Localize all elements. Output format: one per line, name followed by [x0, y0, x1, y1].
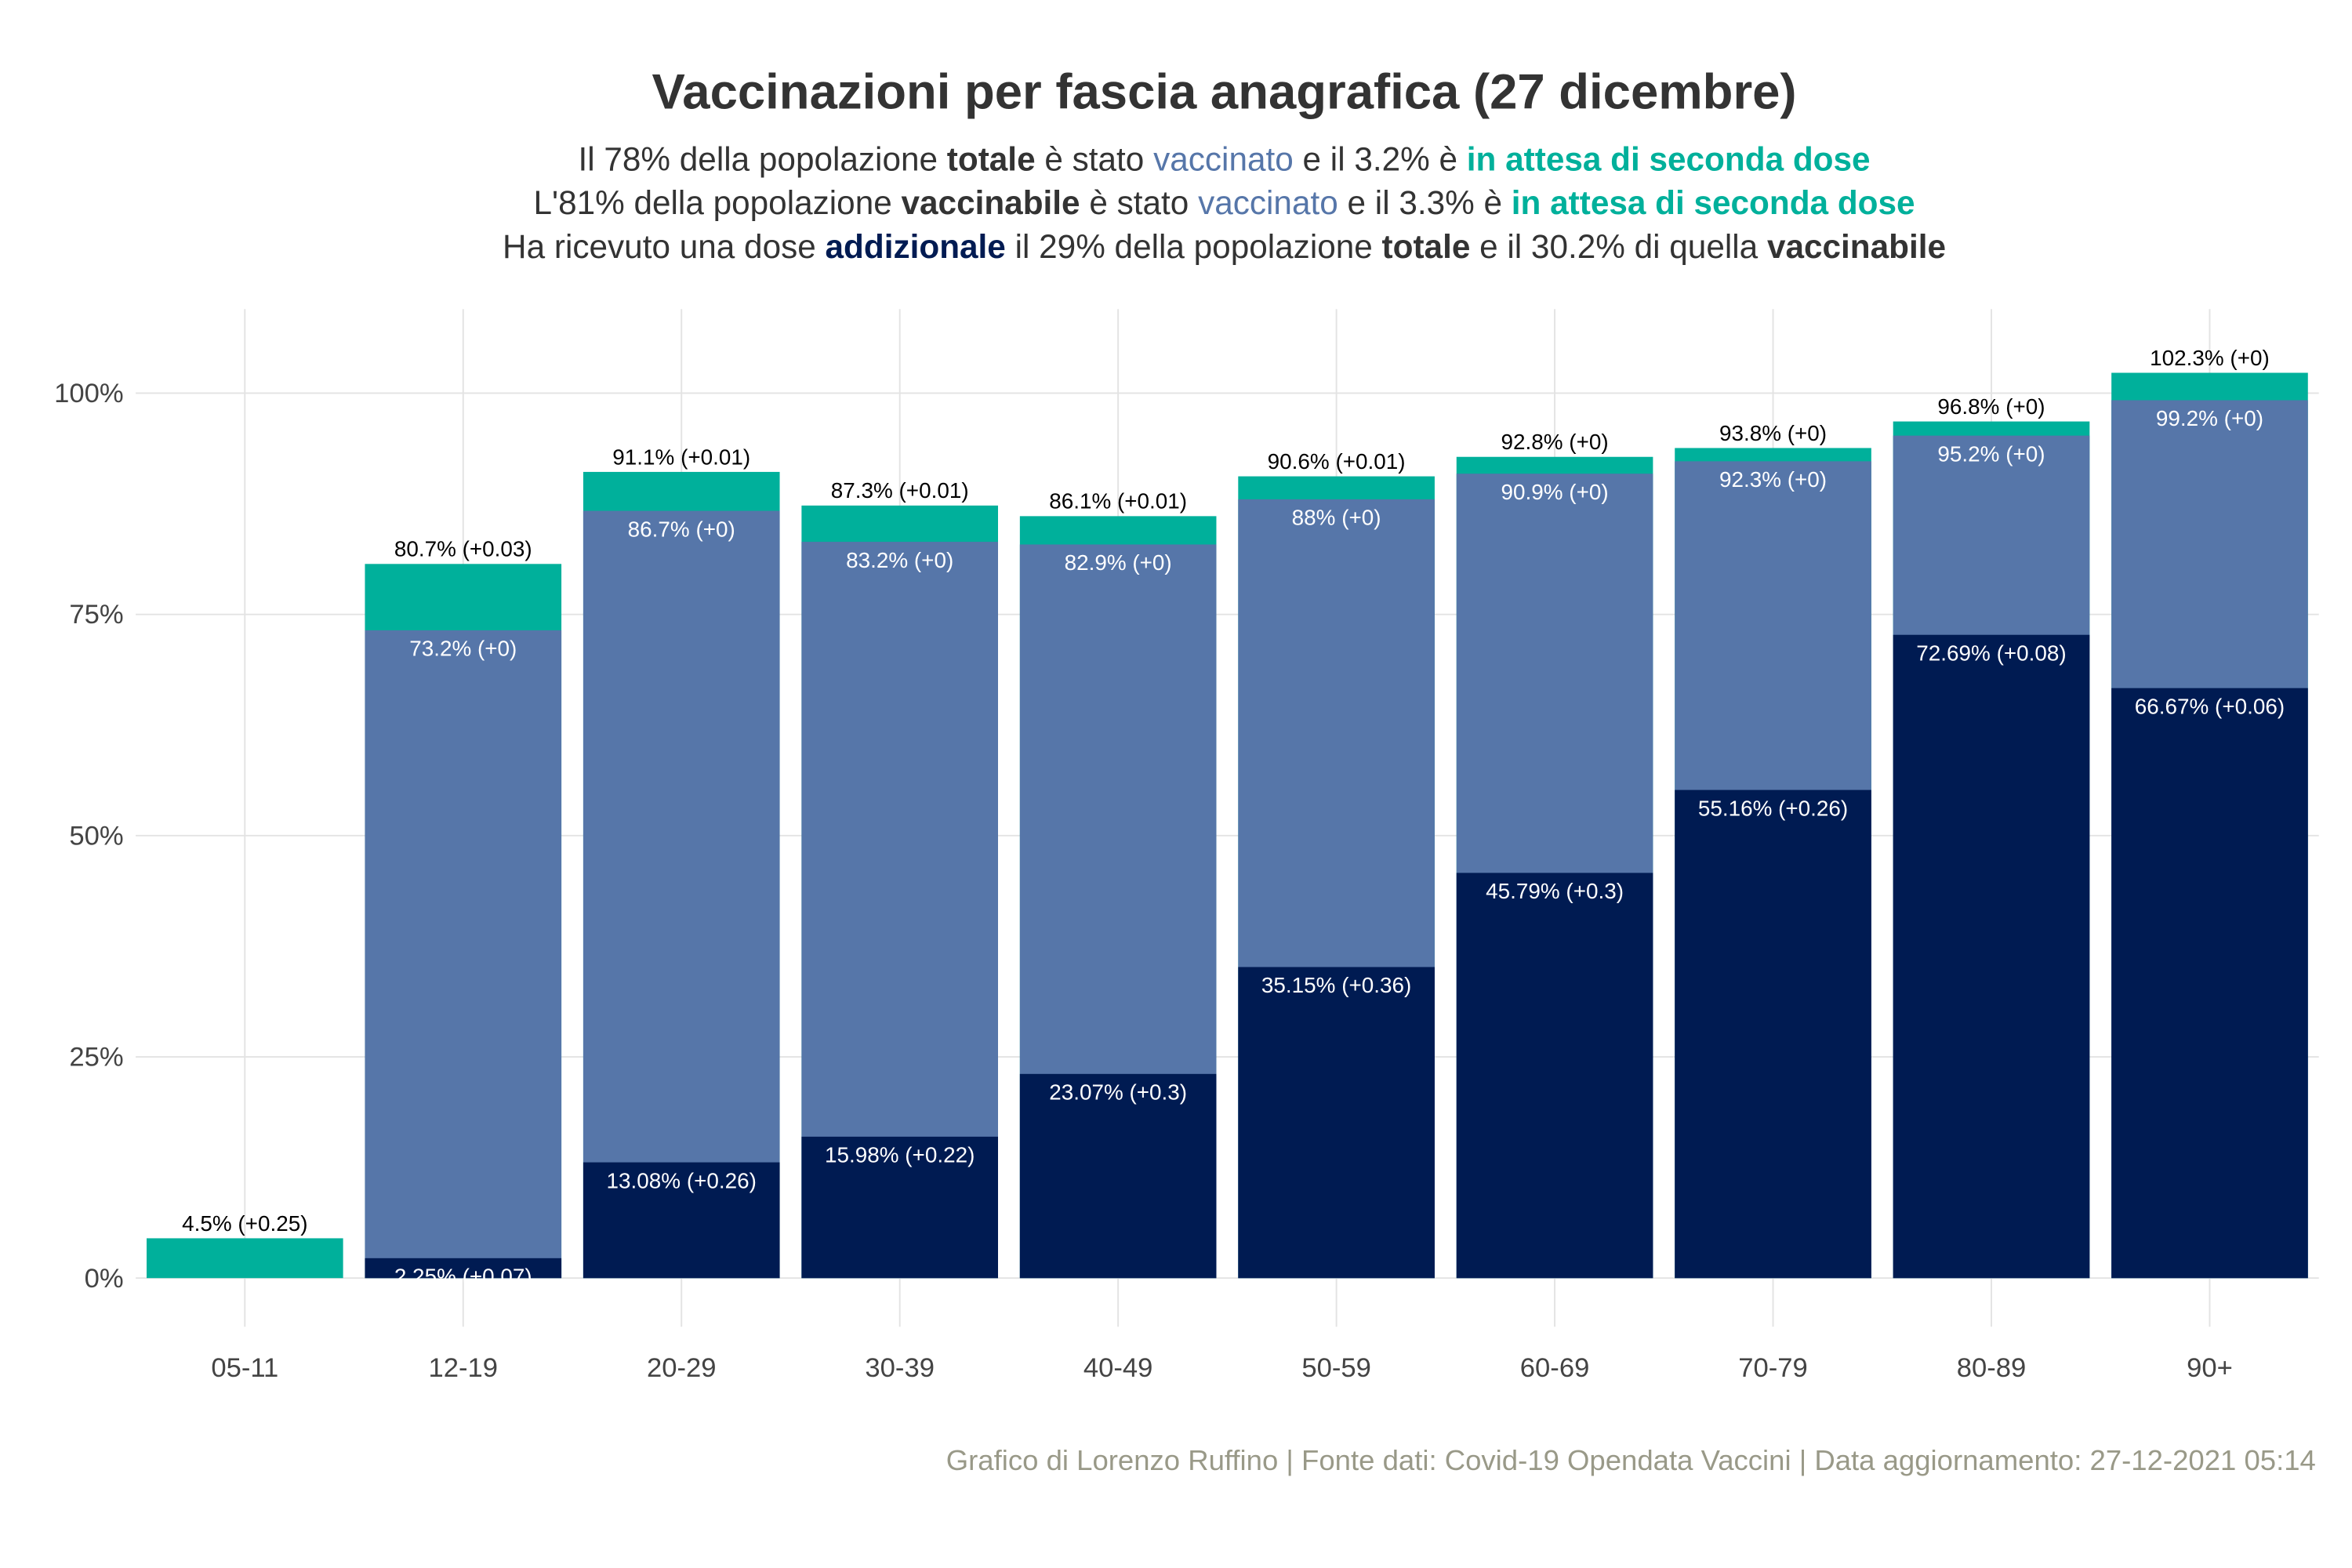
value-label: 95.2% (+0) — [1937, 441, 2045, 466]
value-label: 91.1% (+0.01) — [612, 445, 750, 469]
subtitle-part: vaccinabile — [902, 184, 1080, 221]
y-tick-label: 50% — [69, 821, 123, 851]
value-label: 2.25% (+0.07) — [394, 1265, 532, 1289]
y-tick-label: 75% — [69, 600, 123, 630]
value-label: 72.69% (+0.08) — [1916, 641, 2066, 665]
bar — [583, 1162, 780, 1279]
value-label: 99.2% (+0) — [2156, 406, 2263, 430]
x-tick-label: 20-29 — [647, 1353, 717, 1383]
x-tick-label: 70-79 — [1738, 1353, 1808, 1383]
y-tick-label: 25% — [69, 1043, 123, 1073]
value-label: 96.8% (+0) — [1937, 394, 2045, 419]
value-label: 80.7% (+0.03) — [394, 537, 532, 561]
subtitle-part: in attesa di seconda dose — [1512, 184, 1915, 221]
chart-title: Vaccinazioni per fascia anagrafica (27 d… — [652, 64, 1796, 119]
x-tick-label: 60-69 — [1520, 1353, 1590, 1383]
value-label: 90.6% (+0.01) — [1268, 449, 1406, 474]
subtitle-part: Il 78% della popolazione — [578, 140, 946, 177]
y-tick-label: 100% — [54, 379, 124, 408]
bar — [1893, 634, 2090, 1279]
value-label: 92.8% (+0) — [1501, 430, 1609, 454]
subtitle-part: vaccinato — [1198, 184, 1338, 221]
bars: 4.5% (+0.25) 80.7% (+0.03) 91.1% (+0.01) 87… — [147, 346, 2308, 1289]
y-tick-label: 0% — [85, 1264, 124, 1294]
bar — [801, 1136, 998, 1279]
subtitle-part: totale — [1382, 228, 1471, 265]
x-tick-label: 30-39 — [865, 1353, 935, 1383]
value-label: 86.7% (+0) — [628, 517, 735, 541]
bar — [1238, 967, 1435, 1279]
value-label: 102.3% (+0) — [2150, 346, 2270, 370]
value-label: 55.16% (+0.26) — [1698, 796, 1848, 820]
x-tick-label: 12-19 — [429, 1353, 499, 1383]
subtitle-part: e il 3.2% è — [1294, 140, 1467, 177]
value-label: 92.3% (+0) — [1719, 467, 1827, 492]
value-label: 66.67% (+0.06) — [2135, 694, 2285, 718]
value-label: 88% (+0) — [1292, 506, 1381, 530]
subtitle-part: totale — [947, 140, 1036, 177]
value-label: 87.3% (+0.01) — [831, 478, 969, 503]
value-label: 23.07% (+0.3) — [1049, 1080, 1187, 1105]
subtitle-line: L'81% della popolazione vaccinabile è st… — [533, 184, 1915, 221]
x-tick-label: 90+ — [2187, 1353, 2233, 1383]
bar — [1675, 789, 1871, 1279]
subtitle-part: e il 3.3% è — [1338, 184, 1512, 221]
subtitle-part: in attesa di seconda dose — [1467, 140, 1871, 177]
bar — [365, 630, 562, 1279]
bar — [2111, 688, 2308, 1279]
subtitle-part: e il 30.2% di quella — [1470, 228, 1767, 265]
subtitle-part: Ha ricevuto una dose — [503, 228, 825, 265]
subtitle-part: L'81% della popolazione — [533, 184, 901, 221]
x-tick-label: 05-11 — [211, 1353, 278, 1383]
subtitle-part: vaccinato — [1153, 140, 1294, 177]
bar — [365, 1258, 562, 1279]
value-label: 86.1% (+0.01) — [1049, 489, 1187, 514]
subtitle-part: è stato — [1080, 184, 1198, 221]
subtitle-line: Ha ricevuto una dose addizionale il 29% … — [503, 228, 1946, 265]
bar — [1019, 1073, 1217, 1279]
x-tick-label: 40-49 — [1083, 1353, 1153, 1383]
x-tick-label: 80-89 — [1957, 1353, 2027, 1383]
bar — [1456, 873, 1653, 1279]
value-label: 45.79% (+0.3) — [1486, 879, 1624, 903]
value-label: 90.9% (+0) — [1501, 480, 1609, 504]
value-label: 73.2% (+0) — [409, 637, 517, 661]
value-label: 4.5% (+0.25) — [182, 1211, 307, 1236]
subtitle-part: vaccinabile — [1767, 228, 1946, 265]
subtitle-part: il 29% della popolazione — [1006, 228, 1382, 265]
value-label: 13.08% (+0.26) — [607, 1168, 757, 1192]
value-label: 83.2% (+0) — [846, 548, 953, 572]
bar — [583, 510, 780, 1279]
subtitle-part: addizionale — [826, 228, 1006, 265]
value-label: 93.8% (+0) — [1719, 421, 1827, 445]
caption: Grafico di Lorenzo Ruffino | Fonte dati:… — [946, 1444, 2316, 1476]
value-label: 35.15% (+0.36) — [1261, 973, 1411, 997]
subtitle-part: è stato — [1036, 140, 1153, 177]
value-label: 15.98% (+0.22) — [825, 1143, 975, 1167]
x-tick-label: 50-59 — [1301, 1353, 1371, 1383]
value-label: 82.9% (+0) — [1065, 550, 1172, 575]
bar — [147, 1238, 343, 1279]
subtitle-line: Il 78% della popolazione totale è stato … — [578, 140, 1870, 177]
